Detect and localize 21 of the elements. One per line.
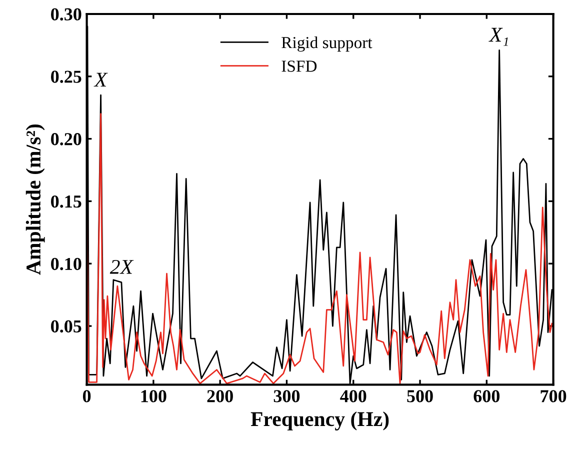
y-tick-label: 0.05 [51,320,82,333]
x-tick-label: 200 [207,390,233,402]
x-tick-label: 400 [340,390,366,402]
y-tick-label: 0.10 [51,258,82,270]
y-tick-label: 0.30 [51,8,82,20]
y-axis-title: Amplitude (m/s²) [26,124,45,275]
annotation: 2X [110,260,134,274]
x-tick-label: 600 [474,390,500,402]
annotation: X [94,72,108,87]
x-tick-label: 100 [141,390,166,402]
legend-label: ISFD [282,60,317,72]
y-tick-label: 0.15 [51,195,82,208]
y-tick-label: 0.25 [51,70,82,83]
x-tick-label: 300 [274,390,300,402]
y-tick-label: 0.20 [51,133,82,146]
legend-label: Rigid support [282,36,372,52]
x-tick-label: 500 [407,390,433,402]
x-tick-label: 700 [540,390,566,402]
annotation: X₁ [488,28,508,46]
x-tick-label: 0 [82,390,91,402]
x-axis-title: Frequency (Hz) [250,411,389,430]
